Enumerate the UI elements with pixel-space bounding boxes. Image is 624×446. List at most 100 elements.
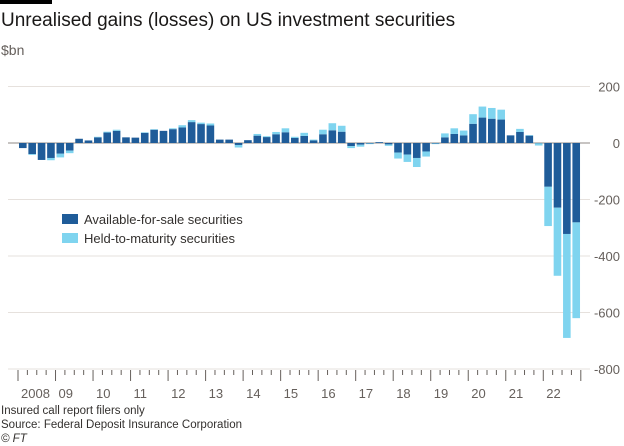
bar-htm — [197, 122, 205, 125]
x-tick-label: 2008 — [21, 386, 50, 401]
bar-htm — [281, 128, 290, 133]
bar-htm — [488, 107, 496, 119]
x-tick-label: 16 — [321, 386, 335, 401]
bar-afs — [478, 117, 487, 143]
bar-htm — [47, 157, 55, 161]
y-tick-label: 0 — [613, 136, 620, 151]
bar-afs — [272, 134, 280, 143]
bar-htm — [469, 114, 477, 124]
bar-htm — [450, 128, 459, 134]
x-tick-label: 09 — [59, 386, 73, 401]
bar-afs — [244, 140, 252, 143]
chart-title: Unrealised gains (losses) on US investme… — [1, 10, 456, 31]
bar-afs — [347, 143, 355, 147]
x-tick-label: 22 — [546, 386, 560, 401]
bar-afs — [187, 122, 196, 143]
bar-htm — [366, 143, 374, 145]
bar-htm — [412, 157, 421, 168]
x-tick-label: 18 — [396, 386, 410, 401]
bar-afs — [516, 131, 524, 143]
bar-afs — [300, 135, 308, 143]
bar-afs — [281, 132, 290, 143]
y-axis-unit: $bn — [1, 42, 25, 58]
bar-htm — [422, 151, 430, 157]
bar-afs — [403, 143, 412, 155]
bar-afs — [131, 137, 140, 143]
x-tick-label: 10 — [96, 386, 110, 401]
bar-htm — [28, 154, 36, 155]
x-tick-label: 11 — [134, 386, 148, 401]
bar-afs — [94, 137, 102, 143]
y-tick-label: 200 — [598, 80, 620, 95]
bar-htm — [337, 125, 346, 132]
bar-afs — [563, 143, 571, 234]
bar-afs — [375, 142, 384, 143]
bar-htm — [516, 128, 524, 132]
bar-htm — [394, 152, 402, 159]
bar-afs — [525, 135, 534, 143]
bar-afs — [56, 143, 65, 154]
y-tick-label: -400 — [594, 249, 620, 264]
bar-afs — [28, 143, 36, 155]
ft-top-bar — [0, 0, 52, 4]
bar-afs — [169, 129, 177, 143]
x-tick-label: 21 — [509, 386, 523, 401]
bar-htm — [563, 233, 571, 338]
bar-htm — [178, 125, 187, 128]
x-tick-label: 19 — [434, 386, 448, 401]
bar-afs — [469, 123, 477, 143]
bar-afs — [112, 130, 121, 143]
bar-afs — [215, 139, 224, 143]
bar-afs — [150, 129, 158, 143]
bar-afs — [394, 143, 402, 153]
bar-htm — [384, 144, 393, 146]
bar-htm — [309, 139, 318, 141]
bar-htm — [103, 131, 112, 133]
bar-afs — [65, 143, 74, 151]
bar-afs — [234, 143, 243, 145]
bar-htm — [187, 120, 196, 123]
x-tick-label: 12 — [171, 386, 185, 401]
footnote: Insured call report filers only — [1, 405, 145, 417]
bar-htm — [441, 133, 449, 138]
bar-afs — [262, 137, 271, 143]
bar-afs — [497, 119, 505, 143]
bar-htm — [169, 128, 177, 130]
bar-afs — [75, 138, 83, 143]
bar-afs — [412, 143, 421, 158]
legend-label-afs: Available-for-sale securities — [84, 212, 243, 227]
bar-htm — [356, 144, 365, 147]
bar-afs — [459, 135, 468, 143]
bar-afs — [488, 118, 496, 143]
bar-afs — [506, 135, 515, 143]
bar-afs — [431, 143, 440, 144]
bar-htm — [253, 133, 262, 136]
bar-afs — [140, 132, 149, 143]
bar-afs — [178, 127, 187, 143]
legend-swatch-afs — [62, 214, 78, 224]
x-tick-label: 14 — [246, 386, 260, 401]
x-tick-label: 13 — [209, 386, 223, 401]
bar-afs — [553, 143, 562, 208]
bar-htm — [459, 130, 468, 136]
bar-afs — [366, 143, 374, 144]
bar-htm — [234, 144, 243, 148]
bar-htm — [65, 150, 74, 154]
bar-afs — [122, 137, 130, 143]
bar-afs — [225, 139, 233, 143]
bar-afs — [441, 137, 449, 143]
bar-afs — [337, 131, 346, 143]
bar-htm — [112, 129, 121, 131]
bar-afs — [328, 130, 337, 143]
bar-htm — [497, 109, 505, 120]
bar-htm — [403, 154, 412, 162]
bar-afs — [319, 134, 327, 143]
bar-afs — [422, 143, 430, 152]
legend-swatch-htm — [62, 233, 78, 243]
bar-htm — [300, 132, 308, 136]
bar-afs — [356, 143, 365, 145]
bar-htm — [525, 135, 534, 136]
y-tick-label: -600 — [594, 306, 620, 321]
bar-afs — [37, 143, 46, 160]
bar-afs — [84, 140, 93, 143]
